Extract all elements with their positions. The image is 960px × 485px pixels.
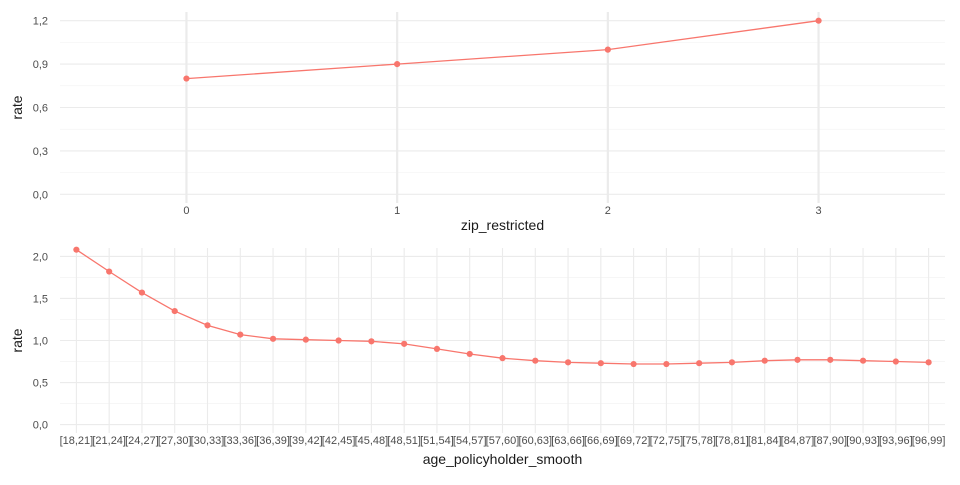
data-point	[532, 357, 539, 364]
y-axis-title: rate	[9, 328, 25, 352]
y-tick-label: 2,0	[33, 251, 48, 263]
y-tick-label: 0,6	[33, 103, 48, 115]
data-point	[466, 350, 473, 358]
x-tick-label: [78,81]	[715, 435, 749, 447]
x-tick-label: [93,96]	[879, 435, 913, 447]
x-axis-title: zip_restricted	[461, 217, 544, 233]
x-tick-label: [87,90]	[813, 435, 847, 447]
x-tick-label: [90,93]	[846, 435, 880, 447]
series-line	[186, 20, 819, 80]
x-tick-label: [48,51]	[387, 435, 421, 447]
x-tick-label: [51,54]	[420, 435, 454, 447]
data-point	[183, 75, 190, 82]
top-panel: 0,0 0,3 0,6 0,9 1,2 0 1 2 3 zip_restricted rate	[9, 12, 945, 233]
x-tick-label: 3	[816, 205, 822, 217]
data-point	[433, 345, 441, 353]
data-point	[204, 322, 211, 329]
data-point	[827, 356, 834, 363]
bottom-panel: 0,0 0,5 1,0 1,5 2,0 [18,21] [21,24] [24,27] [27,…	[9, 246, 946, 467]
y-tick-label: 1,5	[33, 293, 48, 305]
x-tick-label: 0	[183, 205, 189, 217]
data-point	[73, 246, 80, 253]
x-tick-label: [27,30]	[158, 435, 192, 447]
x-tick-label: [33,36]	[223, 435, 257, 447]
data-point	[794, 356, 801, 363]
x-tick-label: [84,87]	[781, 435, 815, 447]
x-tick-label: [57,60]	[486, 435, 520, 447]
x-tick-label: [60,63]	[518, 435, 552, 447]
x-tick-label: [69,72]	[617, 435, 651, 447]
data-point	[630, 360, 637, 368]
x-tick-label: [66,69]	[584, 435, 618, 447]
data-point	[859, 357, 867, 364]
data-point	[269, 335, 277, 342]
y-tick-label: 1,0	[33, 336, 48, 348]
y-tick-label: 1,2	[33, 16, 48, 28]
y-tick-label: 0,0	[33, 420, 48, 432]
x-tick-label: [81,84]	[748, 435, 782, 447]
x-tick-label: [18,21]	[60, 435, 94, 447]
data-point	[696, 360, 703, 367]
x-tick-label: [30,33]	[191, 435, 225, 447]
x-tick-label: 2	[605, 205, 611, 217]
x-axis-title: age_policyholder_smooth	[423, 451, 583, 467]
data-point	[499, 355, 506, 362]
x-tick-label: [75,78]	[682, 435, 716, 447]
y-axis-title: rate	[9, 95, 25, 119]
data-point	[604, 46, 611, 53]
y-tick-label: 0,0	[33, 189, 48, 201]
x-tick-label: [42,45]	[322, 435, 356, 447]
data-point	[892, 358, 899, 365]
data-point	[597, 360, 604, 367]
x-tick-label: [72,75]	[650, 435, 684, 447]
y-tick-label: 0,9	[33, 59, 48, 71]
y-tick-label: 0,5	[33, 378, 48, 390]
y-tick-label: 0,3	[33, 146, 48, 158]
x-tick-label: [39,42]	[289, 435, 323, 447]
data-point	[138, 289, 146, 296]
data-point	[728, 359, 736, 366]
data-point	[564, 359, 572, 366]
x-tick-label: [21,24]	[92, 435, 126, 447]
data-point	[761, 357, 768, 364]
data-point	[925, 359, 932, 366]
x-tick-label: [24,27]	[125, 435, 159, 447]
x-tick-label: [45,48]	[355, 435, 389, 447]
data-point	[368, 338, 375, 345]
data-point	[394, 60, 401, 68]
data-point	[335, 337, 342, 344]
x-tick-label: [36,39]	[256, 435, 290, 447]
data-point	[237, 331, 244, 338]
data-point	[815, 17, 822, 24]
data-point	[302, 336, 309, 343]
data-point	[401, 340, 408, 347]
data-point	[663, 360, 670, 368]
data-point	[106, 268, 113, 275]
data-point	[171, 307, 178, 315]
x-tick-label: [63,66]	[551, 435, 585, 447]
x-tick-label: 1	[394, 205, 400, 217]
x-tick-label: [96,99]	[912, 435, 946, 447]
x-tick-label: [54,57]	[453, 435, 487, 447]
